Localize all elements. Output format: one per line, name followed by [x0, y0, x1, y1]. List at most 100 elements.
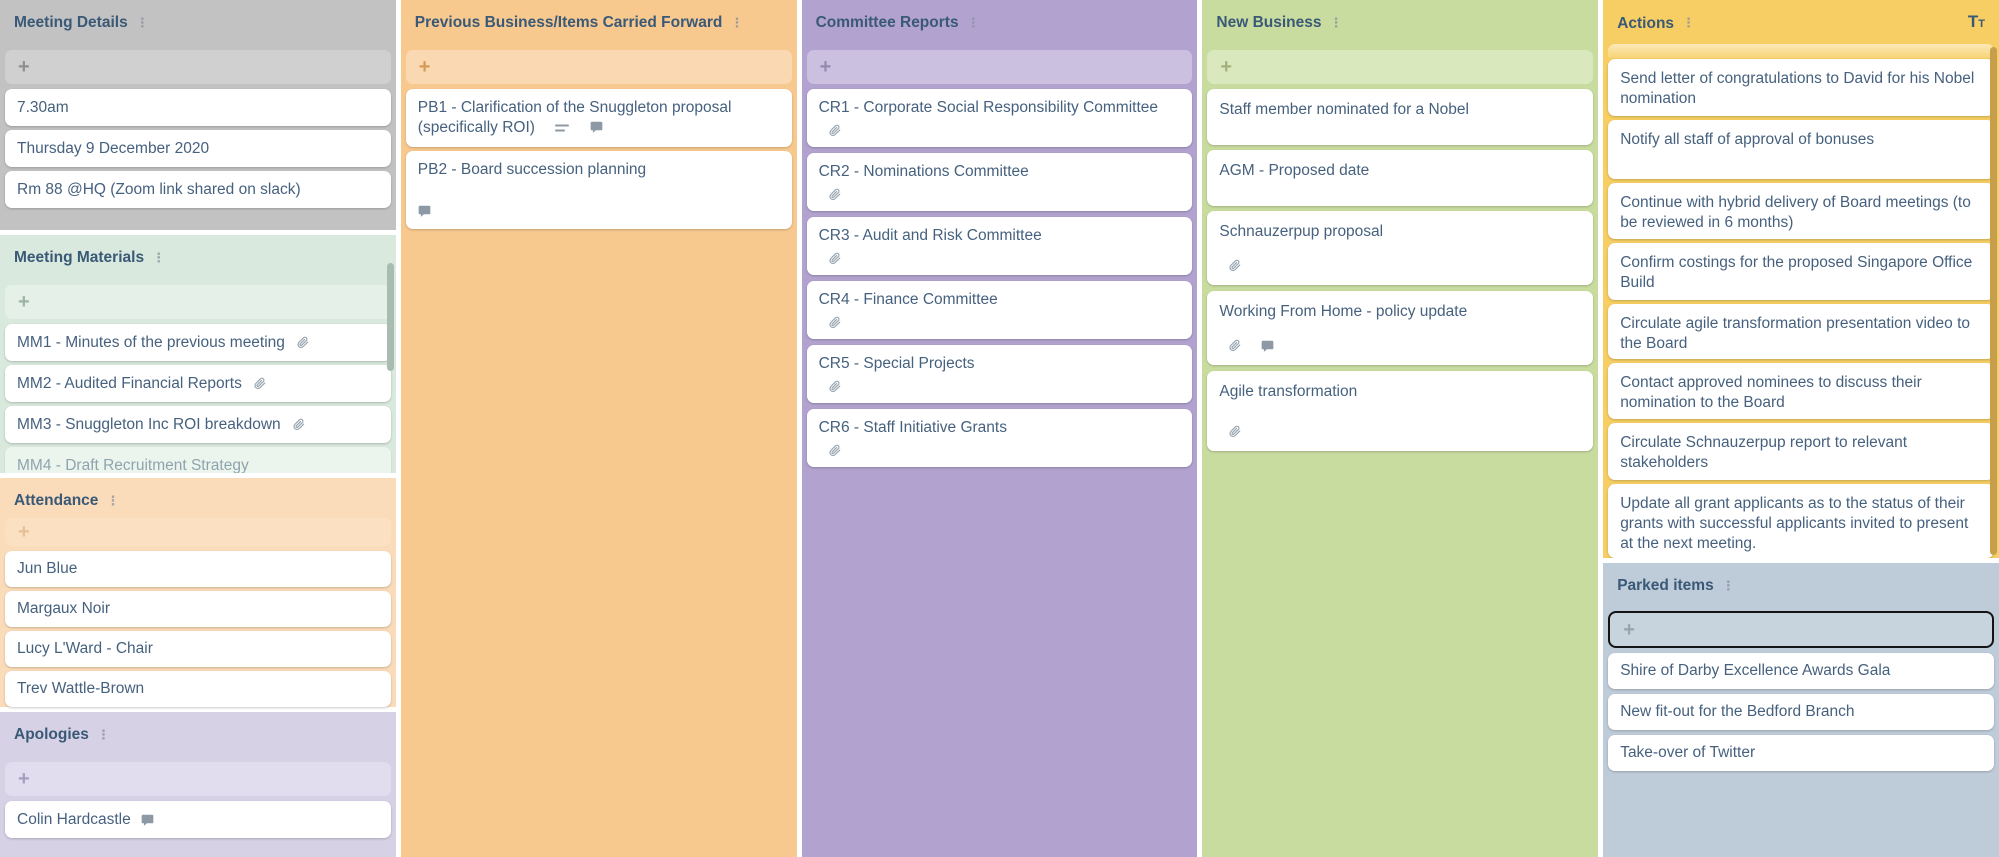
card-apology[interactable]: Colin Hardcastle — [5, 801, 391, 838]
kebab-menu-icon[interactable]: ⋮ — [1721, 577, 1735, 593]
text-size-icon[interactable]: TT — [1967, 12, 1985, 31]
card-text: Thursday 9 December 2020 — [17, 140, 210, 157]
card-text: AGM - Proposed date — [1219, 162, 1370, 179]
card-text: Circulate Schnauzerpup report to relevan… — [1620, 434, 1908, 471]
card-nobel-nomination[interactable]: Staff member nominated for a Nobel — [1207, 89, 1594, 145]
card-mm1[interactable]: MM1 - Minutes of the previous meeting — [5, 324, 391, 361]
card-text: Colin Hardcastle — [17, 810, 131, 828]
add-card-button[interactable]: + — [1207, 50, 1594, 84]
card-attendee[interactable]: Lucy L'Ward - Chair — [5, 631, 391, 667]
column-previous-business: Previous Business/Items Carried Forward … — [400, 0, 797, 857]
notes-icon — [555, 123, 570, 133]
card-text: Rm 88 @HQ (Zoom link shared on slack) — [17, 181, 301, 198]
card-attendee[interactable]: Trev Wattle-Brown — [5, 671, 391, 707]
add-card-button[interactable]: + — [5, 50, 391, 84]
card-cr3[interactable]: CR3 - Audit and Risk Committee — [806, 217, 1193, 275]
card-action[interactable]: Notify all staff of approval of bonuses — [1608, 120, 1994, 179]
column-meeting-info: Meeting Details ⋮ + 7.30am Thursday 9 De… — [0, 0, 396, 857]
card-text: New fit-out for the Bedford Branch — [1620, 703, 1855, 721]
card-attendee[interactable]: Margaux Noir — [5, 591, 391, 627]
card-action[interactable]: Circulate Schnauzerpup report to relevan… — [1608, 423, 1994, 480]
add-card-button[interactable]: + — [5, 285, 391, 319]
card-cr5[interactable]: CR5 - Special Projects — [806, 345, 1193, 403]
kebab-menu-icon[interactable]: ⋮ — [152, 249, 166, 265]
section-header: Meeting Details ⋮ — [0, 0, 396, 32]
card-agm-date[interactable]: AGM - Proposed date — [1207, 150, 1594, 206]
scrollbar-thumb[interactable] — [1989, 47, 1997, 555]
card-text: CR5 - Special Projects — [818, 355, 975, 372]
section-header: Committee Reports ⋮ — [802, 0, 1198, 32]
card-schnauzerpup[interactable]: Schnauzerpup proposal — [1207, 211, 1594, 285]
paperclip-icon — [829, 124, 841, 137]
add-card-button-focused[interactable]: + — [1608, 611, 1994, 648]
card-text: Schnauzerpup proposal — [1219, 223, 1384, 240]
scrollbar-thumb[interactable] — [386, 263, 394, 371]
paperclip-icon — [829, 380, 841, 393]
card-wfh-policy[interactable]: Working From Home - policy update — [1207, 291, 1594, 365]
section-title: Attendance — [14, 492, 99, 509]
plus-icon: + — [18, 768, 30, 790]
kebab-menu-icon[interactable]: ⋮ — [135, 14, 149, 30]
section-apologies: Apologies ⋮ + Colin Hardcastle — [0, 712, 396, 857]
card-action[interactable]: Update all grant applicants as to the st… — [1608, 484, 1994, 558]
kebab-menu-icon[interactable]: ⋮ — [96, 726, 110, 742]
plus-icon: + — [819, 56, 832, 78]
comment-icon — [1261, 340, 1274, 352]
card-text: CR1 - Corporate Social Responsibility Co… — [818, 99, 1158, 116]
add-card-button[interactable]: + — [806, 50, 1193, 84]
card-mm4-clipped[interactable]: MM4 - Draft Recruitment Strategy — [5, 447, 391, 473]
card-agile-transformation[interactable]: Agile transformation — [1207, 371, 1594, 451]
card-action[interactable]: Contact approved nominees to discuss the… — [1608, 363, 1994, 419]
card-text: MM1 - Minutes of the previous meeting — [17, 333, 285, 351]
add-card-button[interactable]: + — [5, 518, 391, 546]
section-title: Committee Reports — [815, 14, 959, 31]
card-text: Confirm costings for the proposed Singap… — [1620, 254, 1973, 291]
section-attendance: Attendance ⋮ + Jun Blue Margaux Noir Luc… — [0, 478, 396, 707]
section-header: Parked items ⋮ — [1603, 563, 1999, 595]
card-action[interactable]: Circulate agile transformation presentat… — [1608, 304, 1994, 359]
card-cr1[interactable]: CR1 - Corporate Social Responsibility Co… — [806, 89, 1193, 147]
card-action[interactable]: Send letter of congratulations to David … — [1608, 59, 1994, 116]
kebab-menu-icon[interactable]: ⋮ — [106, 492, 120, 508]
kebab-menu-icon[interactable]: ⋮ — [730, 14, 744, 30]
kebab-menu-icon[interactable]: ⋮ — [1329, 14, 1343, 30]
kebab-menu-icon[interactable]: ⋮ — [966, 14, 980, 30]
card-mm2[interactable]: MM2 - Audited Financial Reports — [5, 365, 391, 402]
add-card-button[interactable]: + — [405, 50, 792, 84]
card-pb2[interactable]: PB2 - Board succession planning — [405, 151, 792, 229]
card-text: CR4 - Finance Committee — [818, 291, 998, 308]
card-pb1[interactable]: PB1 - Clarification of the Snuggleton pr… — [405, 89, 792, 147]
card-cr6[interactable]: CR6 - Staff Initiative Grants — [806, 409, 1193, 467]
comment-icon — [418, 205, 431, 217]
add-card-button[interactable]: + — [5, 762, 391, 796]
card-attendee[interactable]: Jun Blue — [5, 551, 391, 587]
card-text: PB1 - Clarification of the Snuggleton pr… — [417, 99, 732, 136]
card-cr2[interactable]: CR2 - Nominations Committee — [806, 153, 1193, 211]
paperclip-icon — [829, 444, 841, 457]
card-text: Lucy L'Ward - Chair — [17, 640, 153, 658]
paperclip-icon — [829, 316, 841, 329]
column-actions-parked: Actions ⋮ TT Send letter of congratulati… — [1603, 0, 1999, 857]
card-text: Notify all staff of approval of bonuses — [1620, 131, 1875, 148]
card-parked[interactable]: Take-over of Twitter — [1608, 735, 1994, 771]
card-meeting-date[interactable]: Thursday 9 December 2020 — [5, 130, 391, 167]
kebab-menu-icon[interactable]: ⋮ — [1682, 15, 1696, 30]
card-meeting-time[interactable]: 7.30am — [5, 89, 391, 126]
card-parked[interactable]: New fit-out for the Bedford Branch — [1608, 694, 1994, 730]
section-meeting-details: Meeting Details ⋮ + 7.30am Thursday 9 De… — [0, 0, 396, 230]
plus-icon: + — [1623, 618, 1635, 641]
card-text: MM4 - Draft Recruitment Strategy — [17, 456, 249, 473]
section-title: Parked items — [1617, 577, 1714, 594]
card-action[interactable]: Continue with hybrid delivery of Board m… — [1608, 183, 1994, 239]
section-title: Apologies — [14, 726, 89, 743]
section-header: Previous Business/Items Carried Forward … — [401, 0, 797, 32]
card-parked[interactable]: Shire of Darby Excellence Awards Gala — [1608, 653, 1994, 689]
card-action[interactable]: Confirm costings for the proposed Singap… — [1608, 243, 1994, 300]
card-text: Contact approved nominees to discuss the… — [1620, 374, 1922, 411]
scroll-fade — [1608, 44, 1994, 58]
card-meeting-location[interactable]: Rm 88 @HQ (Zoom link shared on slack) — [5, 171, 391, 208]
card-cr4[interactable]: CR4 - Finance Committee — [806, 281, 1193, 339]
card-mm3[interactable]: MM3 - Snuggleton Inc ROI breakdown — [5, 406, 391, 443]
card-text: Update all grant applicants as to the st… — [1620, 495, 1969, 552]
column-committee-reports: Committee Reports ⋮ + CR1 - Corporate So… — [801, 0, 1198, 857]
